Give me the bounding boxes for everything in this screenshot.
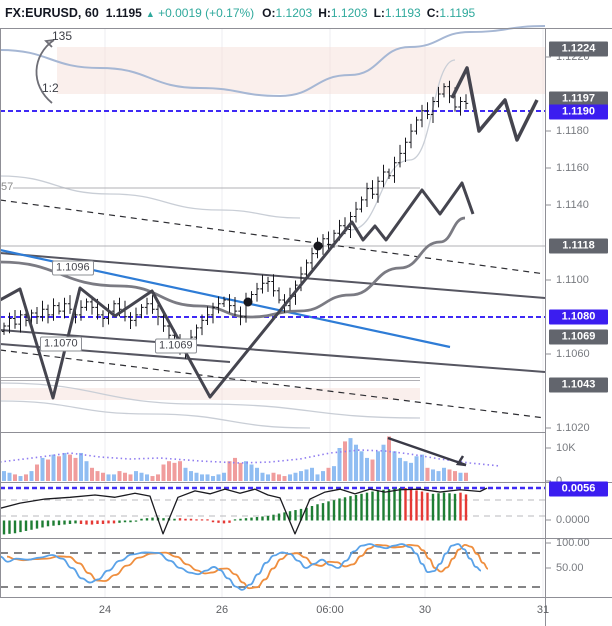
price-callout: 1.1069 bbox=[155, 338, 197, 354]
price-callout: 1.1096 bbox=[52, 260, 94, 276]
target-label: 135 bbox=[52, 29, 73, 43]
price-axis-label: 1.1100 bbox=[556, 274, 589, 286]
forecast-zigzag bbox=[450, 66, 539, 142]
osc-histogram bbox=[2, 488, 468, 535]
price-level-badge: 1.1224 bbox=[549, 41, 608, 57]
price-level-badge: 1.1197 bbox=[549, 91, 608, 107]
envelope-line bbox=[0, 400, 311, 429]
last-price: 1.1195 bbox=[105, 6, 142, 20]
close-label: C: bbox=[426, 6, 440, 20]
volume-arrow bbox=[387, 436, 467, 467]
zigzag-overlay bbox=[0, 181, 475, 400]
symbol-label: FX:EURUSD, 60 bbox=[5, 6, 99, 20]
high-label: H: bbox=[318, 6, 331, 20]
ma-curve bbox=[0, 216, 466, 319]
alert-price-badge: 1.1080 bbox=[549, 309, 608, 325]
symbol-header: FX:EURUSD, 60 1.1195 ▲ +0.0019 (+0.17%) O:1… bbox=[0, 0, 612, 28]
osc-line bbox=[0, 487, 488, 535]
open-value: 1.1203 bbox=[275, 6, 313, 20]
risk-reward-label: 1:2 bbox=[42, 81, 59, 95]
close-value: 1.1195 bbox=[439, 6, 476, 20]
up-arrow-icon: ▲ bbox=[145, 9, 155, 19]
price-axis-label: 10K bbox=[556, 442, 576, 454]
left-edge-level-label: 57 bbox=[1, 181, 14, 193]
stoch-k-line bbox=[0, 543, 482, 591]
risk-arc-arrow bbox=[35, 39, 55, 104]
time-axis-label: 30 bbox=[418, 604, 432, 616]
signal-dot bbox=[243, 297, 253, 307]
envelope-line bbox=[0, 175, 301, 219]
time-axis-label: 26 bbox=[215, 604, 229, 616]
price-callout: 1.1070 bbox=[40, 336, 82, 352]
price-axis-label: 0 bbox=[556, 475, 562, 487]
price-axis-label: 1.1020 bbox=[556, 422, 590, 434]
resistance-zone bbox=[57, 47, 545, 94]
slow-ma-line bbox=[0, 25, 546, 98]
volume-bars bbox=[2, 436, 468, 481]
low-value: 1.1193 bbox=[384, 6, 421, 20]
price-axis-label: 1.1160 bbox=[556, 162, 589, 174]
channel-line bbox=[0, 329, 546, 373]
time-axis-label: 06:00 bbox=[316, 604, 344, 616]
open-label: O: bbox=[262, 6, 276, 20]
alert-price-badge: 0.0056 bbox=[549, 481, 608, 497]
price-axis-label: 100.00 bbox=[556, 537, 590, 549]
dashed-trendline bbox=[0, 349, 546, 419]
price-axis-label: 1.1140 bbox=[556, 199, 589, 211]
stoch-d-line bbox=[6, 543, 489, 590]
price-level-badge: 1.1043 bbox=[549, 377, 608, 393]
time-axis-label: 31 bbox=[536, 604, 550, 616]
price-axis-label: 1.1060 bbox=[556, 348, 590, 360]
volume-arrowhead bbox=[455, 455, 467, 467]
risk-arc-arrowhead bbox=[44, 39, 55, 48]
price-level-badge: 1.1118 bbox=[549, 238, 608, 254]
volume-ma-dotted bbox=[0, 449, 501, 467]
envelope-line bbox=[349, 59, 456, 231]
low-label: L: bbox=[373, 6, 385, 20]
envelope-line bbox=[0, 382, 421, 419]
price-change: +0.0019 (+0.17%) bbox=[158, 6, 255, 20]
high-value: 1.1203 bbox=[330, 6, 368, 20]
dashed-trendline bbox=[0, 199, 546, 275]
time-axis-label: 24 bbox=[98, 604, 112, 616]
alert-price-badge: 1.1190 bbox=[549, 104, 608, 120]
price-axis-label: 0.0000 bbox=[556, 514, 590, 526]
price-level-badge: 1.1069 bbox=[549, 329, 608, 345]
signal-dot bbox=[313, 241, 323, 251]
price-axis-label: 50.00 bbox=[556, 562, 584, 574]
price-axis-label: 1.1180 bbox=[556, 125, 589, 137]
